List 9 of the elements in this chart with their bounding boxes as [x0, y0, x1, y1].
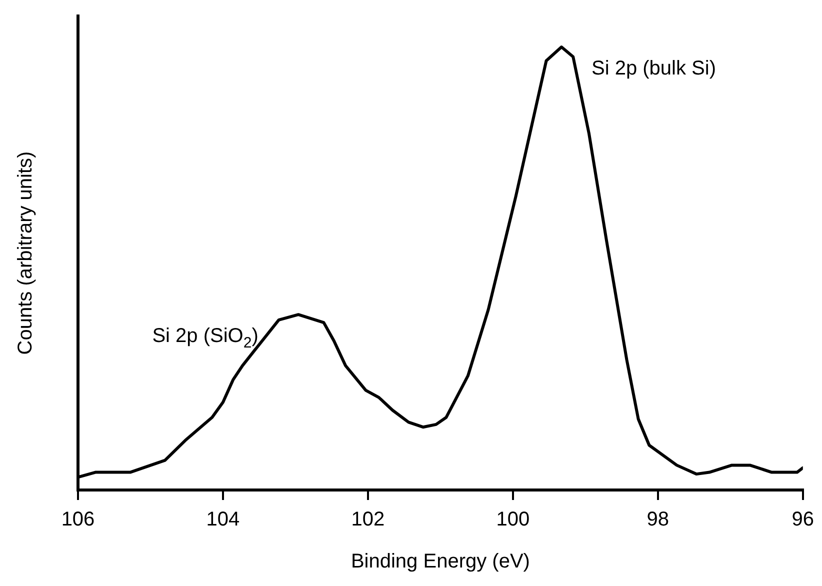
y-axis-title: Counts (arbitrary units): [14, 151, 37, 355]
x-tick-label: 104: [206, 508, 240, 531]
x-tick-label: 100: [496, 508, 530, 531]
x-tick-label: 98: [646, 508, 670, 531]
annotation: Si 2p (bulk Si): [591, 58, 716, 80]
x-tick-label: 102: [351, 508, 385, 531]
x-axis-title: Binding Energy (eV): [350, 550, 530, 573]
x-tick-label: 96: [792, 508, 814, 531]
x-tick-label: 106: [61, 508, 95, 531]
